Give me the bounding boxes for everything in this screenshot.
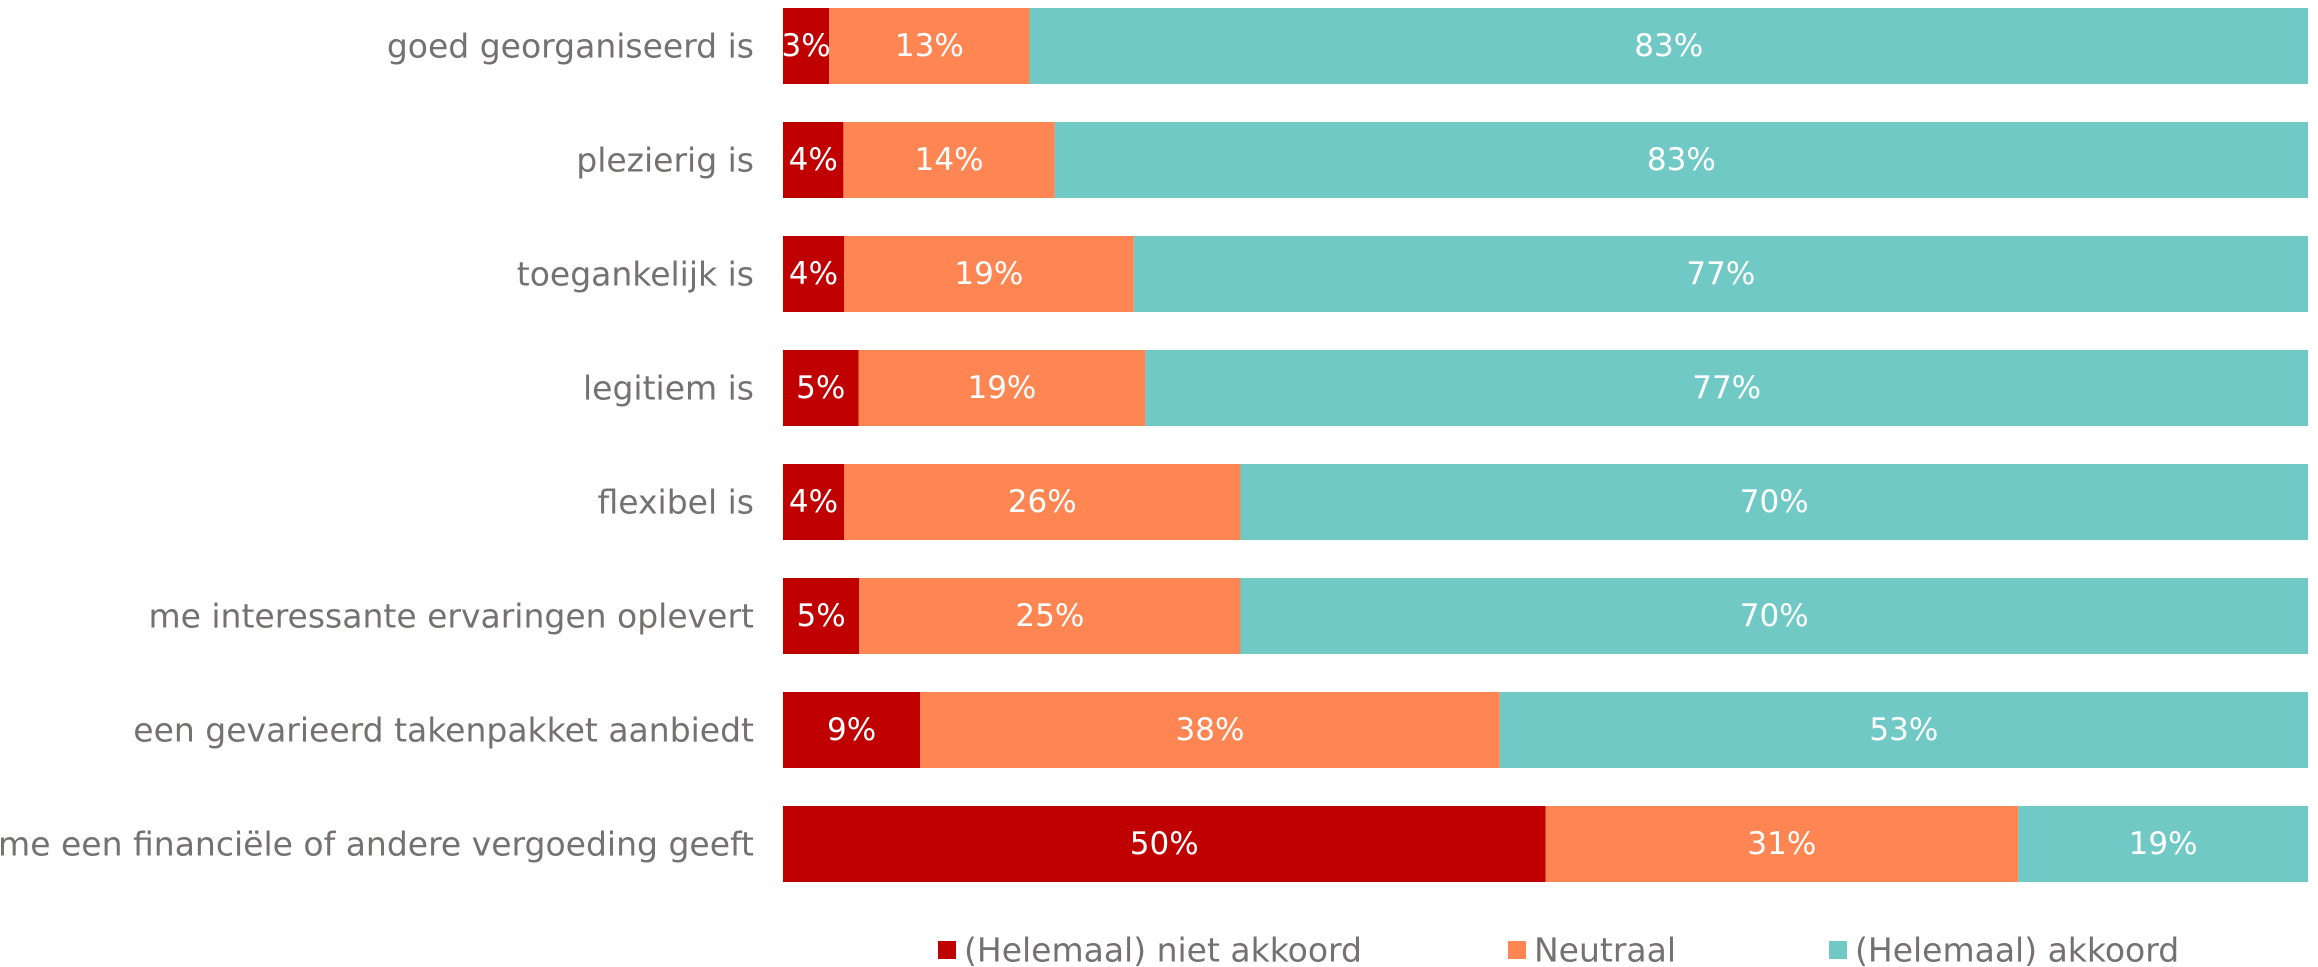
data-label: 31%: [1747, 826, 1816, 862]
data-label: 38%: [1176, 712, 1245, 748]
data-label: 4%: [789, 484, 838, 520]
data-label: 53%: [1869, 712, 1938, 748]
data-label: 19%: [967, 370, 1036, 406]
data-label: 83%: [1647, 142, 1716, 178]
bar-segment: [1145, 350, 2308, 426]
bar-segment: [858, 350, 1146, 426]
data-label: 19%: [2129, 826, 2198, 862]
bar-segment: [783, 122, 844, 198]
bar-segment: [783, 350, 859, 426]
bar-segment: [783, 464, 844, 540]
legend-label: (Helemaal) akkoord: [1855, 931, 2179, 967]
legend-label: Neutraal: [1534, 931, 1676, 967]
bar-segment: [1499, 692, 2308, 768]
data-label: 14%: [915, 142, 984, 178]
bars: [783, 8, 2308, 882]
legend-swatch: [938, 941, 956, 959]
legend-swatch: [1829, 941, 1847, 959]
data-label: 70%: [1740, 598, 1809, 634]
category-label: goed georganiseerd is: [387, 27, 754, 66]
bar-segment: [783, 236, 844, 312]
data-label: 5%: [797, 598, 846, 634]
bar-segment: [1029, 8, 2308, 84]
bar-segment: [2018, 806, 2308, 882]
category-label: plezierig is: [576, 141, 754, 180]
category-label: legitiem is: [583, 369, 754, 408]
data-label: 50%: [1130, 826, 1199, 862]
category-label: flexibel is: [598, 483, 754, 522]
data-label: 70%: [1740, 484, 1809, 520]
data-label: 9%: [827, 712, 876, 748]
data-label: 26%: [1008, 484, 1077, 520]
data-label: 19%: [954, 256, 1023, 292]
data-label: 3%: [782, 28, 831, 64]
bar-segment: [783, 806, 1546, 882]
bar-segment: [1054, 122, 2308, 198]
data-label: 4%: [789, 256, 838, 292]
bar-segment: [843, 122, 1055, 198]
legend: (Helemaal) niet akkoord Neutraal (Helemaal…: [938, 931, 2179, 967]
bar-segment: [859, 578, 1241, 654]
bar-segment: [829, 8, 1030, 84]
legend-label: (Helemaal) niet akkoord: [964, 931, 1362, 967]
data-label: 4%: [789, 142, 838, 178]
bar-segment: [1240, 578, 2308, 654]
bar-segment: [783, 8, 830, 84]
data-labels: 3% 13% 83% 4% 14% 83% 4% 19% 77% 5% 19% 77% 4% 26% 70%…: [782, 28, 2198, 862]
data-label: 77%: [1686, 256, 1755, 292]
bar-segment: [1133, 236, 2308, 312]
category-labels: goed georganiseerd is plezierig is toegank…: [0, 27, 754, 864]
category-label: een gevarieerd takenpakket aanbiedt: [133, 711, 754, 750]
bar-segment: [783, 578, 860, 654]
bar-segment: [920, 692, 1500, 768]
data-label: 77%: [1692, 370, 1761, 406]
legend-swatch: [1508, 941, 1526, 959]
bar-segment: [783, 692, 921, 768]
category-label: toegankelijk is: [517, 255, 754, 294]
category-label: me interessante ervaringen oplevert: [148, 597, 754, 636]
data-label: 5%: [796, 370, 845, 406]
data-label: 83%: [1634, 28, 1703, 64]
bar-segment: [844, 236, 1134, 312]
bar-segment: [1545, 806, 2019, 882]
category-label: me een financiële of andere vergoeding g…: [0, 825, 754, 864]
bar-segment: [1240, 464, 2308, 540]
data-label: 25%: [1015, 598, 1084, 634]
data-label: 13%: [895, 28, 964, 64]
bar-segment: [844, 464, 1241, 540]
